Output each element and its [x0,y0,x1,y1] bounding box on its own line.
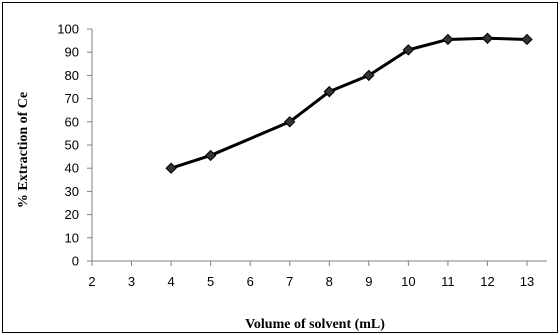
x-tick-label: 8 [326,274,333,289]
y-tick-label: 0 [72,254,79,269]
data-point [165,162,177,174]
y-tick-label: 40 [65,161,79,176]
x-tick-label: 10 [401,274,415,289]
data-point [442,33,454,46]
y-tick-label: 30 [65,184,79,199]
data-point [481,32,494,44]
x-tick-label: 7 [286,274,293,289]
data-point [363,69,375,82]
x-tick-label: 4 [167,274,174,289]
y-tick-label: 80 [65,68,79,83]
x-tick-label: 9 [365,274,372,289]
data-point [402,44,415,56]
x-axis-title: Volume of solvent (mL) [245,317,385,332]
data-point [521,33,533,46]
y-tick-label: 70 [65,91,79,106]
x-tick-label: 6 [247,274,254,289]
x-tick-label: 13 [520,274,534,289]
y-tick-label: 60 [65,114,79,129]
y-tick-label: 50 [65,138,79,153]
y-tick-label: 10 [65,230,79,245]
x-tick-label: 2 [88,274,95,289]
y-axis-title-group: % Extraction of Ce [16,92,31,208]
data-point [323,85,335,98]
data-point [204,149,217,162]
x-tick-label: 11 [441,274,455,289]
y-axis-title: % Extraction of Ce [16,92,31,208]
y-tick-label: 90 [65,45,79,60]
plot-area: 0 10 20 30 40 50 60 70 80 90 100 2 3 4 5 6 7 8 9 10 11 12 13 [57,22,547,289]
y-tick-label: 100 [57,22,79,37]
x-tick-label: 12 [480,274,494,289]
x-tick-label: 5 [207,274,214,289]
x-tick-label: 3 [128,274,135,289]
data-point [284,116,296,128]
y-tick-label: 20 [65,207,79,222]
